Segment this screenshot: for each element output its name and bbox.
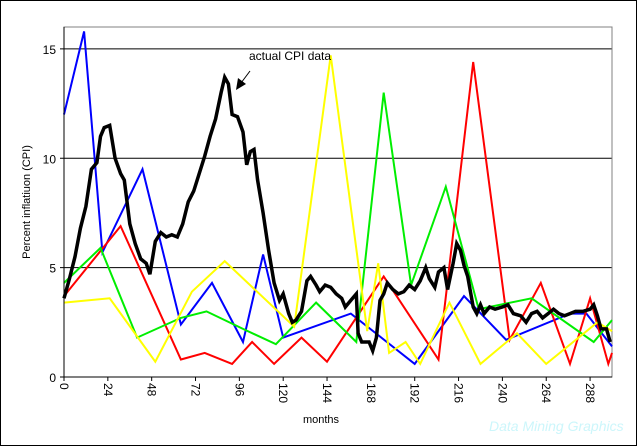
y-tick-label: 15: [43, 43, 57, 57]
y-tick-label: 0: [49, 371, 56, 385]
x-tick-label: 48: [145, 383, 159, 397]
x-tick-label: 120: [276, 383, 290, 403]
series-lines: [62, 31, 613, 368]
series-line-2: [63, 61, 613, 368]
x-tick-label: 24: [101, 383, 115, 397]
x-tick-label: 240: [495, 383, 509, 403]
x-tick-label: 288: [583, 383, 597, 403]
x-tick-label: 168: [364, 383, 378, 403]
x-tick-label: 192: [408, 383, 422, 403]
axes: [60, 27, 612, 381]
y-axis-label: Percent inflatiuon (CPI): [21, 145, 33, 259]
x-tick-label: 96: [232, 383, 246, 397]
y-tick-label: 10: [43, 152, 57, 166]
watermark: Data Mining Graphics: [489, 418, 624, 434]
x-tick-label: 144: [320, 383, 334, 403]
x-axis-label: months: [303, 414, 340, 426]
series-line-1: [63, 31, 613, 366]
x-tick-label: 264: [539, 383, 553, 403]
cpi-annotation: actual CPI data: [249, 49, 331, 63]
gridlines: [64, 48, 612, 269]
series-line-3: [63, 92, 613, 346]
tick-labels: 0 5 10 15 0 24 48 72 96 120 144 168 192 216 240 264 288: [43, 43, 597, 403]
y-tick-label: 5: [49, 262, 56, 276]
series-line-actual-cpi: [62, 72, 612, 357]
x-tick-label: 216: [452, 383, 466, 403]
x-tick-label: 72: [189, 383, 203, 397]
annotation-arrow-shaft: [240, 70, 251, 84]
series-line-4: [63, 55, 613, 366]
annotation-arrowhead: [236, 78, 246, 90]
x-tick-label: 0: [57, 383, 71, 390]
